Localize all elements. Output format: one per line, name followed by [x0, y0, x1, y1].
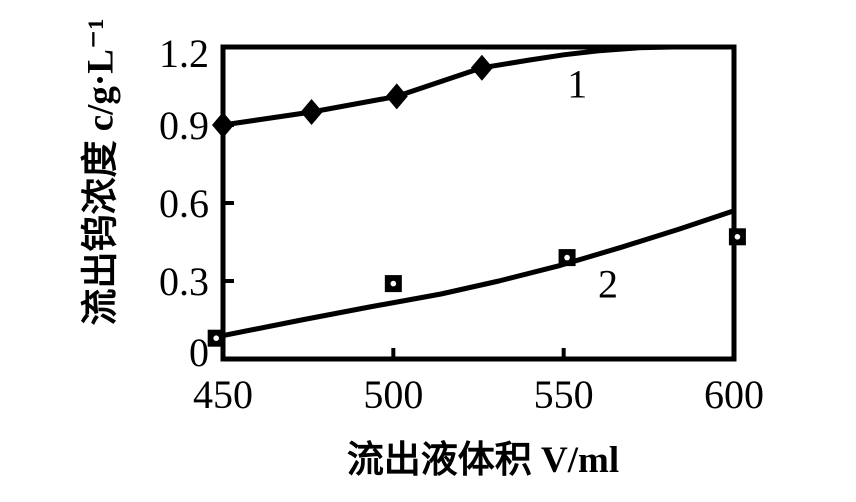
y-axis-title: 流出钨浓度 c/g·L⁻¹ [79, 18, 121, 325]
y-tick-labels: 0 0.3 0.6 0.9 1.2 [159, 31, 209, 375]
series-2-square-marker-hole [213, 335, 219, 342]
series-2-square-marker-hole [734, 234, 741, 240]
y-tick-label: 0 [189, 330, 209, 375]
y-tick-label: 0.6 [159, 181, 209, 226]
x-tick-labels: 450 500 550 600 [193, 372, 764, 417]
series-group: 12 [207, 44, 746, 347]
series-2-label: 2 [598, 262, 618, 307]
plot-border [220, 44, 737, 362]
y-tick-label: 0.9 [159, 103, 209, 148]
x-tick-label: 550 [534, 372, 594, 417]
series-2-curve [220, 208, 737, 339]
series-1-diamond-marker [385, 83, 408, 110]
series-1-diamond-marker [212, 112, 234, 138]
series-1-label: 1 [567, 61, 587, 106]
series-1-curve [220, 44, 737, 128]
series-1-diamond-marker [300, 99, 323, 125]
x-tick-label: 500 [363, 372, 423, 417]
y-tick-label: 0.3 [159, 259, 209, 304]
series-2-square-marker-hole [564, 254, 570, 261]
series-2-square-marker-hole [390, 280, 397, 287]
x-tick-label: 600 [704, 372, 764, 417]
x-tick-label: 450 [193, 372, 253, 417]
series-1-diamond-marker [470, 54, 493, 81]
x-axis-title: 流出液体积 V/ml [347, 439, 619, 481]
y-tick-label: 1.2 [159, 31, 209, 76]
